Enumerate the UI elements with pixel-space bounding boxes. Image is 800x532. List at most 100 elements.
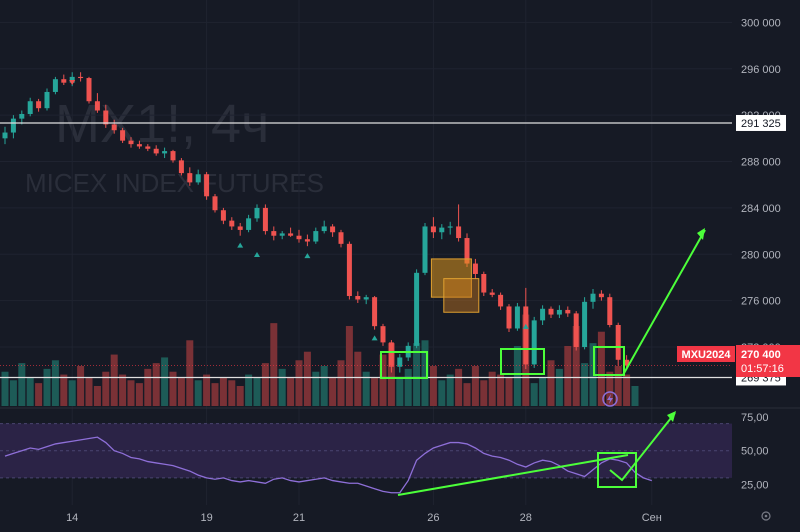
volume-bar [404, 368, 412, 406]
candle[interactable] [615, 325, 621, 360]
candle[interactable] [330, 226, 336, 233]
candle[interactable] [229, 220, 235, 227]
candle[interactable] [220, 210, 226, 221]
candles[interactable] [2, 72, 630, 373]
candle[interactable] [355, 296, 361, 300]
candle[interactable] [321, 226, 327, 232]
candle[interactable] [456, 226, 462, 239]
candle[interactable] [103, 110, 109, 125]
candle[interactable] [19, 113, 25, 119]
candle[interactable] [582, 301, 588, 348]
candle[interactable] [170, 151, 176, 161]
settings-icon[interactable] [761, 511, 771, 521]
candle[interactable] [271, 231, 277, 236]
candle[interactable] [52, 79, 58, 92]
candle[interactable] [111, 124, 117, 131]
candle[interactable] [439, 227, 445, 233]
annotation-arrow[interactable] [622, 229, 706, 376]
candle[interactable] [69, 76, 75, 83]
candle[interactable] [153, 148, 159, 154]
candle[interactable] [506, 306, 512, 329]
candle[interactable] [237, 226, 243, 230]
candle[interactable] [246, 218, 252, 230]
candle[interactable] [279, 233, 285, 236]
candle[interactable] [430, 226, 436, 233]
candle[interactable] [128, 140, 134, 145]
candle[interactable] [380, 326, 386, 343]
candle[interactable] [498, 294, 504, 307]
candle[interactable] [145, 146, 151, 149]
candle[interactable] [514, 306, 520, 329]
annotation-trendline[interactable] [397, 454, 629, 496]
candle[interactable] [531, 320, 537, 365]
candle[interactable] [27, 101, 33, 114]
horizontal-lines[interactable] [0, 122, 732, 379]
candle[interactable] [363, 297, 369, 300]
candle[interactable] [195, 174, 201, 183]
candle[interactable] [10, 118, 16, 133]
volume-bar [480, 380, 488, 406]
annotation-box[interactable] [593, 346, 625, 376]
volume-bar [161, 357, 169, 406]
candle[interactable] [94, 101, 100, 111]
candle[interactable] [136, 144, 142, 147]
annotation-box[interactable] [500, 348, 545, 375]
candle[interactable] [548, 308, 554, 315]
rsi-pane[interactable] [0, 407, 800, 494]
annotation-box[interactable] [380, 351, 428, 379]
time-tick-label: 21 [293, 512, 305, 524]
candle[interactable] [162, 151, 168, 154]
candle[interactable] [304, 239, 310, 242]
candle[interactable] [78, 76, 84, 79]
zone-box[interactable] [430, 258, 472, 298]
candle[interactable] [178, 160, 184, 174]
candle[interactable] [607, 297, 613, 325]
annotation-check-arrow[interactable] [609, 412, 676, 482]
candle[interactable] [590, 293, 596, 302]
candle[interactable] [288, 233, 294, 236]
candle[interactable] [338, 232, 344, 244]
candle[interactable] [414, 272, 420, 346]
volume-bar [144, 368, 152, 406]
candle[interactable] [472, 263, 478, 274]
candle[interactable] [262, 207, 268, 232]
candle[interactable] [556, 309, 562, 315]
candle[interactable] [254, 207, 260, 219]
candle[interactable] [61, 79, 67, 83]
candle[interactable] [624, 359, 630, 366]
candle[interactable] [372, 297, 378, 327]
candle[interactable] [44, 91, 50, 109]
candle[interactable] [598, 293, 604, 298]
annotation-arrowhead [697, 228, 705, 240]
volume-bar [77, 366, 85, 406]
candle[interactable] [388, 342, 394, 367]
lightning-icon[interactable] [602, 391, 618, 407]
candle[interactable] [565, 309, 571, 314]
candle[interactable] [523, 306, 529, 365]
candle[interactable] [36, 101, 42, 109]
zone-box[interactable] [443, 278, 480, 313]
candle[interactable] [422, 226, 428, 273]
annotation-box[interactable] [597, 452, 637, 488]
annotations[interactable] [380, 228, 706, 496]
candle[interactable] [2, 132, 8, 139]
candle[interactable] [489, 292, 495, 295]
candle[interactable] [296, 235, 302, 240]
candle[interactable] [573, 313, 579, 348]
candle[interactable] [313, 231, 319, 242]
candle[interactable] [447, 226, 453, 228]
rsi-line[interactable] [4, 436, 652, 494]
candle[interactable] [212, 196, 218, 211]
time-axis[interactable]: 14 19 21 26 28 Сен [66, 512, 662, 524]
candle[interactable] [187, 173, 193, 183]
candle[interactable] [464, 238, 470, 264]
candle[interactable] [346, 243, 352, 297]
candle[interactable] [540, 308, 546, 321]
candle[interactable] [204, 174, 210, 197]
candle[interactable] [86, 78, 92, 102]
candle[interactable] [397, 357, 403, 367]
candle[interactable] [481, 273, 487, 293]
candle[interactable] [120, 130, 126, 141]
